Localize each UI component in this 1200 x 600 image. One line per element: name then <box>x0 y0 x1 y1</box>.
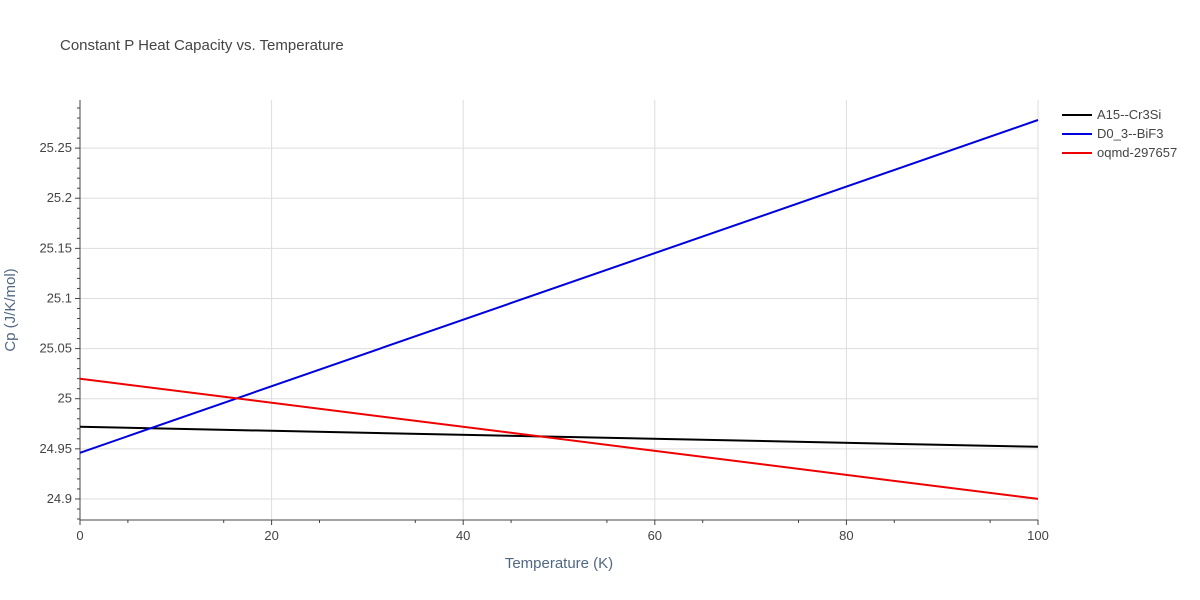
legend-item[interactable]: D0_3--BiF3 <box>1062 126 1163 141</box>
series-layer <box>79 119 1039 500</box>
legend-item[interactable]: A15--Cr3Si <box>1062 107 1161 122</box>
axes-layer: 0 20 40 60 80 100 24.9 24.95 25 25.05 25.1 25.15 25.… <box>39 100 1049 543</box>
x-tick-label: 40 <box>456 528 470 543</box>
y-tick-label: 25.05 <box>39 341 72 356</box>
series-line-oqmd-297657 <box>79 377 1039 500</box>
y-tick-label: 25.25 <box>39 140 72 155</box>
chart-title: Constant P Heat Capacity vs. Temperature <box>60 37 344 54</box>
y-tick-label: 25.15 <box>39 240 72 255</box>
legend-item[interactable]: oqmd-297657 <box>1062 145 1177 160</box>
x-tick-label: 20 <box>264 528 278 543</box>
y-tick-label: 24.95 <box>39 441 72 456</box>
x-tick-label: 80 <box>839 528 853 543</box>
legend[interactable]: A15--Cr3Si D0_3--BiF3 oqmd-297657 <box>1062 107 1177 160</box>
y-tick-label: 25 <box>58 391 72 406</box>
y-tick-label: 25.2 <box>47 190 72 205</box>
series-line-d0-3-bif3 <box>79 119 1039 454</box>
y-tick-label: 24.9 <box>47 491 72 506</box>
x-tick-label: 100 <box>1027 528 1049 543</box>
y-tick-label: 25.1 <box>47 290 72 305</box>
x-tick-label: 0 <box>76 528 83 543</box>
x-axis-title: Temperature (K) <box>505 555 613 572</box>
legend-label: D0_3--BiF3 <box>1097 126 1163 141</box>
legend-label: oqmd-297657 <box>1097 145 1177 160</box>
series-line-a15-cr3si <box>79 425 1039 448</box>
legend-label: A15--Cr3Si <box>1097 107 1161 122</box>
grid-layer <box>80 100 1039 520</box>
y-axis-title: Cp (J/K/mol) <box>2 268 19 351</box>
x-tick-label: 60 <box>648 528 662 543</box>
